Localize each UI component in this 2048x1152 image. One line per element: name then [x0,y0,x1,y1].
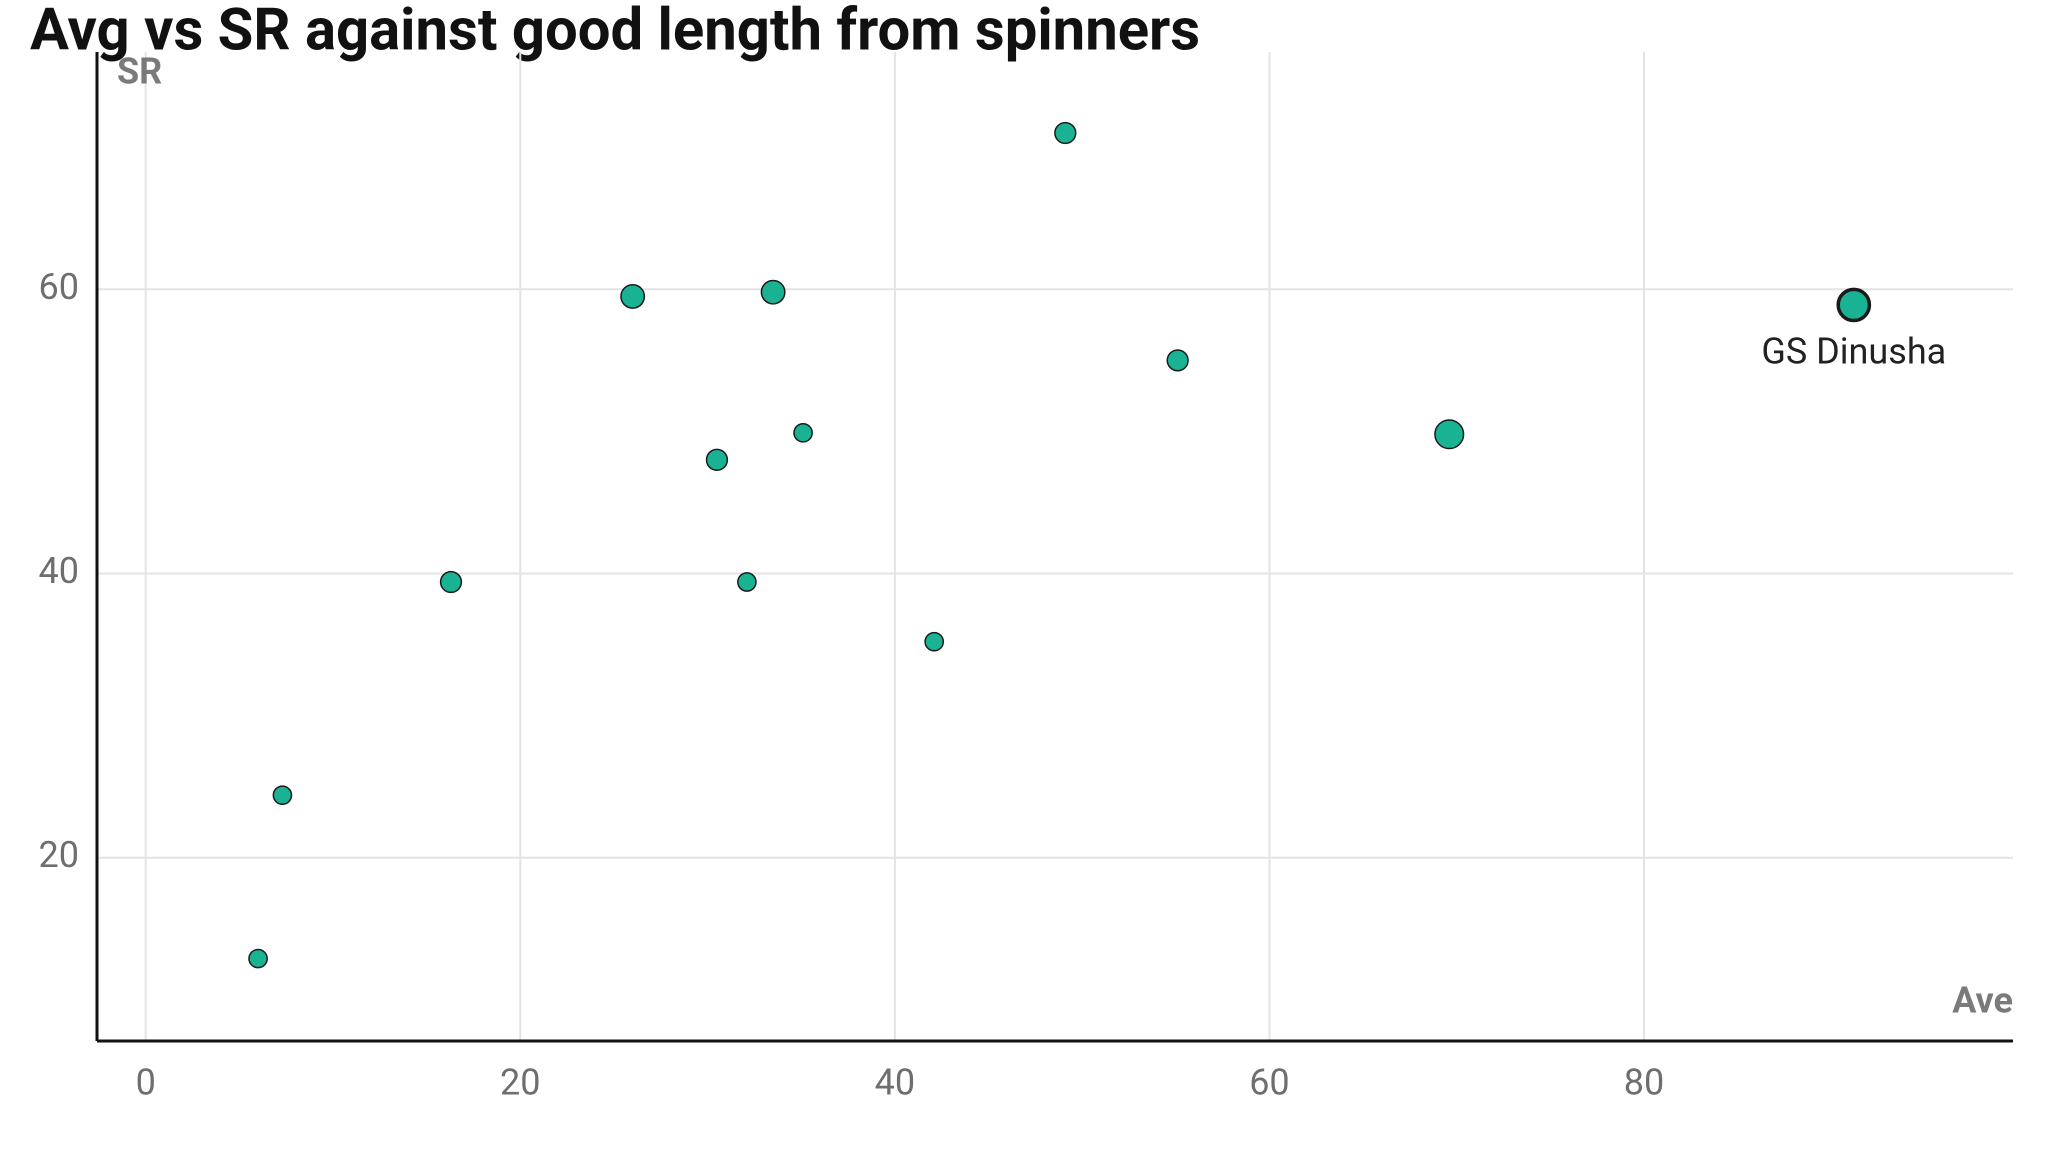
data-point [620,283,646,309]
y-tick-label: 20 [39,834,79,876]
data-point [272,785,293,806]
data-point [793,422,813,443]
data-point [737,572,757,592]
data-point [1054,121,1077,145]
labels: 0 20 40 60 80 20 40 60 SR Ave GS Dinusha [39,51,2013,1104]
data-point [248,948,268,969]
x-tick-label: 80 [1624,1062,1664,1104]
marks [248,121,1872,969]
data-point [924,631,945,652]
data-point [1836,287,1872,323]
x-axis-title: Ave [1952,980,2013,1022]
x-tick-label: 0 [136,1062,156,1104]
chart-title: Avg vs SR against good length from spinn… [30,0,1200,64]
data-point [1166,349,1189,372]
grid [95,52,2013,1043]
x-tick-label: 20 [500,1062,540,1104]
y-axis-title: SR [117,51,162,93]
data-point [705,448,729,471]
y-tick-label: 60 [39,266,79,308]
x-tick-label: 60 [1249,1062,1289,1104]
data-point [439,570,463,594]
data-point [760,279,786,305]
x-tick-label: 40 [875,1062,915,1104]
data-point [1434,419,1465,450]
y-tick-label: 40 [39,550,79,592]
point-annotation: GS Dinusha [1761,330,1946,372]
